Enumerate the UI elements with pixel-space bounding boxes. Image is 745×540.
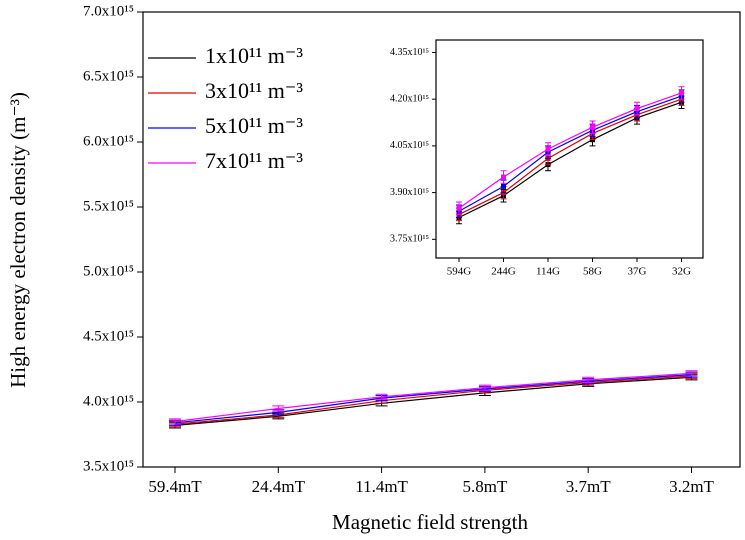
x-tick-label: 59.4mT: [148, 477, 202, 496]
x-axis-label: Magnetic field strength: [332, 510, 528, 534]
series-line: [458, 95, 682, 212]
x-tick-label: 58G: [583, 265, 602, 277]
x-tick-label: 244G: [491, 265, 516, 277]
y-tick-label: 4.35x10¹⁵: [390, 47, 429, 58]
marker: [501, 174, 506, 180]
y-tick-label: 4.20x10¹⁵: [390, 93, 429, 104]
series-line: [174, 372, 692, 423]
x-tick-label: 5.8mT: [462, 477, 507, 496]
error-bar: [375, 393, 388, 400]
error-bar: [685, 370, 698, 377]
error-bar: [169, 418, 181, 425]
plot-frame: [435, 39, 704, 259]
y-tick-label: 7.0x10¹⁵: [83, 3, 134, 19]
plot-frame: [142, 11, 741, 468]
x-tick-label: 32G: [672, 265, 691, 277]
y-tick-label: 3.75x10¹⁵: [390, 234, 429, 245]
marker: [456, 205, 462, 211]
error-bar: [478, 384, 491, 391]
y-tick-label: 6.0x10¹⁵: [83, 133, 134, 149]
y-tick-label: 3.90x10¹⁵: [390, 187, 429, 198]
y-tick-label: 4.05x10¹⁵: [390, 140, 429, 151]
series-line: [174, 375, 692, 425]
x-tick-label: 114G: [536, 265, 560, 277]
y-tick-label: 5.5x10¹⁵: [83, 198, 134, 214]
x-tick-label: 3.2mT: [669, 477, 714, 496]
series-line: [458, 101, 682, 219]
marker: [501, 183, 506, 189]
legend-label: 3x10¹¹ m⁻³: [205, 78, 303, 103]
marker: [679, 90, 684, 96]
y-tick-label: 6.5x10¹⁵: [83, 68, 134, 84]
x-tick-label: 3.7mT: [566, 477, 611, 496]
marker: [590, 124, 595, 130]
error-bar: [582, 376, 595, 383]
y-axis-label: High energy electron density (m⁻³): [6, 92, 30, 388]
legend-label: 7x10¹¹ m⁻³: [205, 148, 303, 173]
y-tick-label: 3.5x10¹⁵: [83, 458, 134, 474]
series-line: [174, 376, 692, 426]
y-tick-label: 4.5x10¹⁵: [83, 328, 134, 344]
x-tick-label: 11.4mT: [355, 477, 408, 496]
y-tick-label: 5.0x10¹⁵: [83, 263, 134, 279]
marker: [545, 146, 551, 152]
series-line: [174, 374, 692, 424]
series-line: [458, 92, 682, 209]
marker: [634, 106, 640, 112]
error-bar: [272, 405, 285, 412]
x-tick-label: 37G: [628, 265, 647, 277]
x-tick-label: 594G: [447, 265, 472, 277]
y-tick-label: 4.0x10¹⁵: [83, 393, 134, 409]
x-tick-label: 24.4mT: [252, 477, 306, 496]
legend-label: 5x10¹¹ m⁻³: [205, 113, 303, 138]
series-line: [458, 98, 682, 215]
legend-label: 1x10¹¹ m⁻³: [205, 43, 303, 68]
